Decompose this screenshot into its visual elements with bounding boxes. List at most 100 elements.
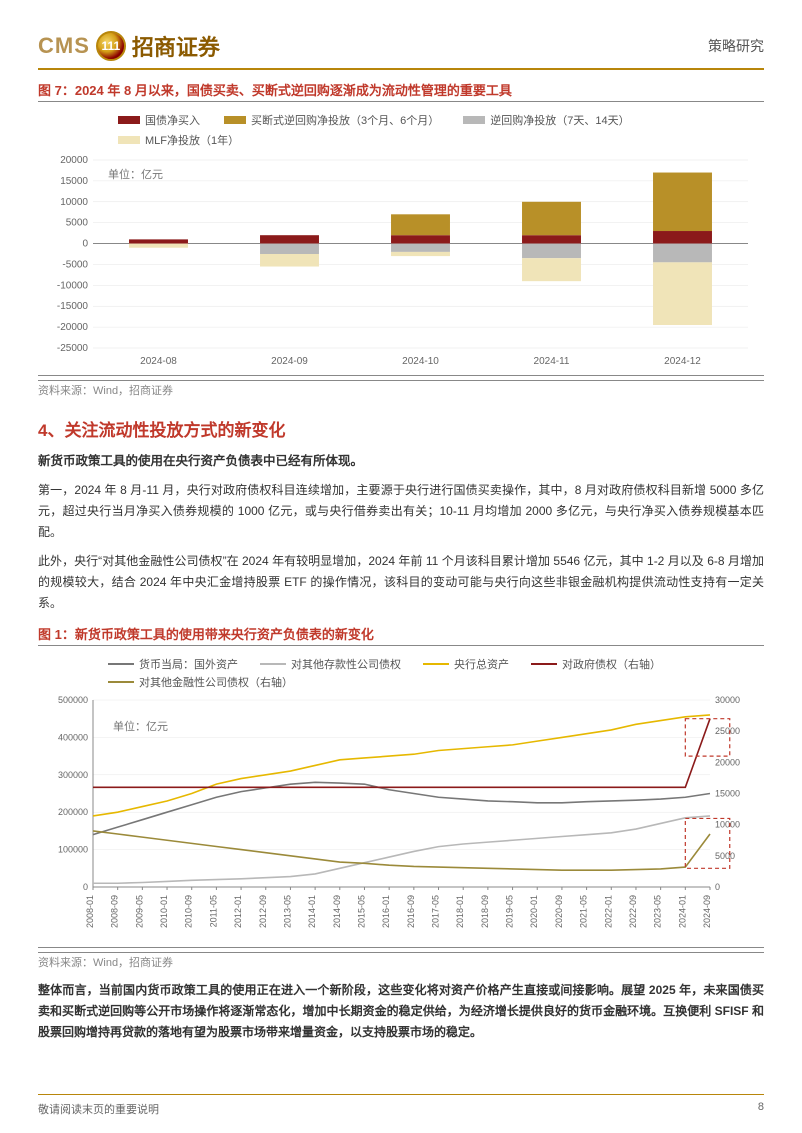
page-number: 8: [758, 1101, 764, 1117]
svg-text:2015-05: 2015-05: [356, 895, 366, 928]
fig1-title: 图 1：新货币政策工具的使用带来央行资产负债表的新变化: [38, 624, 764, 646]
svg-text:2019-05: 2019-05: [505, 895, 515, 928]
legend-swatch: [463, 116, 485, 124]
legend-item: 对其他存款性公司债权: [260, 656, 401, 672]
header-category: 策略研究: [708, 36, 764, 56]
svg-text:2014-09: 2014-09: [332, 895, 342, 928]
svg-text:2014-01: 2014-01: [307, 895, 317, 928]
svg-text:2020-01: 2020-01: [529, 895, 539, 928]
fig1-source: 资料来源：Wind，招商证券: [38, 952, 764, 970]
svg-text:-20000: -20000: [57, 322, 89, 333]
svg-text:-5000: -5000: [62, 259, 88, 270]
svg-text:100000: 100000: [58, 845, 88, 855]
svg-text:2008-01: 2008-01: [85, 895, 95, 928]
svg-text:2011-05: 2011-05: [208, 895, 218, 927]
svg-text:300000: 300000: [58, 770, 88, 780]
svg-text:2024-08: 2024-08: [140, 356, 177, 367]
legend-label: 对其他存款性公司债权: [291, 656, 401, 672]
legend-item: 对政府债权（右轴）: [531, 656, 661, 672]
logo-cn-text: 招商证券: [132, 30, 220, 62]
svg-text:单位：亿元: 单位：亿元: [113, 719, 168, 733]
fig1-legend: 货币当局：国外资产 对其他存款性公司债权 央行总资产 对政府债权（右轴） 对其他金融性公…: [38, 652, 764, 692]
svg-text:0: 0: [82, 239, 88, 250]
svg-text:2018-01: 2018-01: [455, 895, 465, 928]
svg-text:-15000: -15000: [57, 301, 89, 312]
legend-line-swatch: [531, 663, 557, 665]
svg-text:2024-01: 2024-01: [677, 895, 687, 928]
fig1-svg: 0 100000 200000 300000 400000 500000 0 5000 1000…: [38, 692, 758, 942]
legend-label: MLF净投放（1年）: [145, 132, 239, 148]
svg-text:2024-09: 2024-09: [271, 356, 308, 367]
svg-text:2022-01: 2022-01: [603, 895, 613, 928]
svg-text:2022-09: 2022-09: [628, 895, 638, 928]
svg-text:200000: 200000: [58, 807, 88, 817]
svg-text:-25000: -25000: [57, 343, 89, 354]
legend-item: 对其他金融性公司债权（右轴）: [108, 674, 293, 690]
section4-p1: 第一，2024 年 8 月-11 月，央行对政府债权科目连续增加，主要源于央行进…: [38, 480, 764, 543]
svg-text:20000: 20000: [715, 758, 740, 768]
footer-note: 敬请阅读末页的重要说明: [38, 1101, 159, 1117]
svg-text:2017-05: 2017-05: [431, 895, 441, 928]
legend-label: 央行总资产: [454, 656, 509, 672]
svg-text:2012-09: 2012-09: [258, 895, 268, 928]
legend-label: 逆回购净投放（7天、14天）: [490, 112, 629, 128]
svg-text:5000: 5000: [66, 218, 89, 229]
legend-item: 货币当局：国外资产: [108, 656, 238, 672]
svg-text:30000: 30000: [715, 695, 740, 705]
logo-cms-text: CMS: [38, 33, 90, 59]
svg-text:2024-12: 2024-12: [664, 356, 701, 367]
page-footer: 敬请阅读末页的重要说明 8: [38, 1094, 764, 1117]
svg-text:2018-09: 2018-09: [480, 895, 490, 928]
svg-text:2024-09: 2024-09: [702, 895, 712, 928]
svg-text:2020-09: 2020-09: [554, 895, 564, 928]
svg-text:5000: 5000: [715, 851, 735, 861]
svg-text:2024-10: 2024-10: [402, 356, 439, 367]
fig7-title: 图 7：2024 年 8 月以来，国债买卖、买断式逆回购逐渐成为流动性管理的重要…: [38, 80, 764, 102]
svg-text:400000: 400000: [58, 733, 88, 743]
legend-item: 国债净买入: [118, 112, 200, 128]
svg-text:20000: 20000: [60, 155, 88, 166]
section4-bold: 新货币政策工具的使用在央行资产负债表中已经有所体现。: [38, 451, 764, 472]
svg-text:2008-09: 2008-09: [110, 895, 120, 928]
svg-text:2013-05: 2013-05: [282, 895, 292, 928]
svg-text:2023-05: 2023-05: [653, 895, 663, 928]
legend-label: 买断式逆回购净投放（3个月、6个月）: [251, 112, 439, 128]
section4-title: 4、关注流动性投放方式的新变化: [38, 416, 764, 441]
svg-text:0: 0: [715, 882, 720, 892]
fig7-legend: 国债净买入 买断式逆回购净投放（3个月、6个月） 逆回购净投放（7天、14天） MLF…: [38, 108, 764, 150]
legend-item: 逆回购净投放（7天、14天）: [463, 112, 629, 128]
svg-text:15000: 15000: [715, 789, 740, 799]
legend-item: MLF净投放（1年）: [118, 132, 239, 148]
legend-line-swatch: [108, 681, 134, 683]
legend-item: 买断式逆回购净投放（3个月、6个月）: [224, 112, 439, 128]
svg-text:2021-05: 2021-05: [579, 895, 589, 928]
legend-swatch: [118, 116, 140, 124]
svg-text:2009-05: 2009-05: [134, 895, 144, 928]
legend-item: 央行总资产: [423, 656, 509, 672]
svg-text:2016-09: 2016-09: [406, 895, 416, 928]
svg-text:2024-11: 2024-11: [534, 356, 570, 367]
section4-p2: 此外，央行“对其他金融性公司债权”在 2024 年有较明显增加，2024 年前 …: [38, 551, 764, 614]
svg-text:25000: 25000: [715, 726, 740, 736]
legend-label: 对其他金融性公司债权（右轴）: [139, 674, 293, 690]
legend-label: 货币当局：国外资产: [139, 656, 238, 672]
svg-text:2016-01: 2016-01: [381, 895, 391, 928]
svg-text:2010-01: 2010-01: [159, 895, 169, 928]
legend-label: 对政府债权（右轴）: [562, 656, 661, 672]
svg-text:500000: 500000: [58, 695, 88, 705]
fig7-source: 资料来源：Wind，招商证券: [38, 380, 764, 398]
svg-text:2010-09: 2010-09: [184, 895, 194, 928]
page-header: CMS 111 招商证券 策略研究: [38, 30, 764, 70]
legend-line-swatch: [108, 663, 134, 665]
svg-text:0: 0: [83, 882, 88, 892]
svg-text:15000: 15000: [60, 176, 88, 187]
svg-text:10000: 10000: [60, 197, 88, 208]
legend-swatch: [224, 116, 246, 124]
legend-swatch: [118, 136, 140, 144]
logo-block: CMS 111 招商证券: [38, 30, 220, 62]
fig7-svg: 20000150001000050000-5000-10000-15000-20…: [38, 150, 758, 370]
svg-text:2012-01: 2012-01: [233, 895, 243, 928]
svg-text:10000: 10000: [715, 820, 740, 830]
legend-line-swatch: [423, 663, 449, 665]
svg-text:单位：亿元: 单位：亿元: [108, 167, 163, 181]
